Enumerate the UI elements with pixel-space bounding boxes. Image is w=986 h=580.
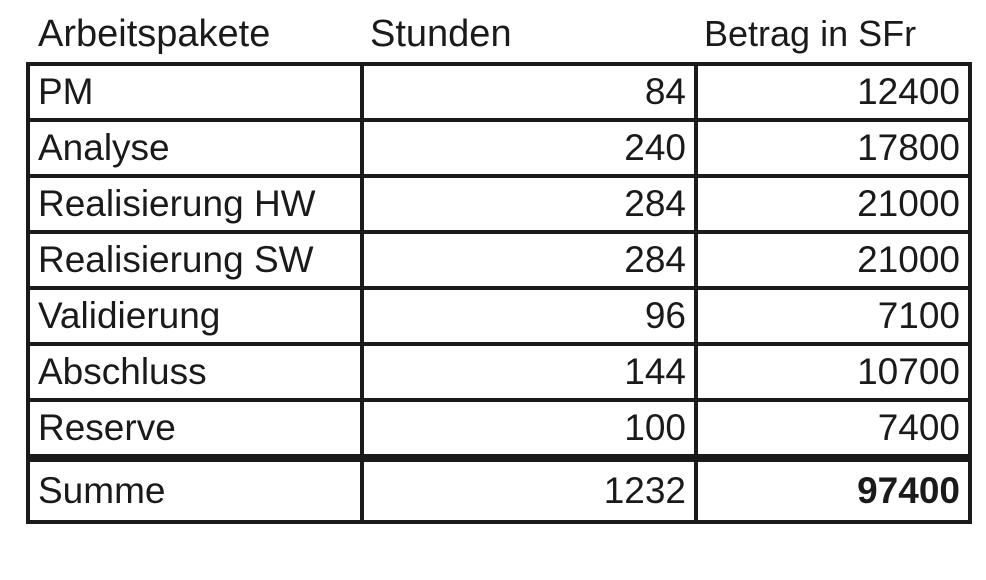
table-row: Reserve 100 7400 xyxy=(26,398,972,460)
work-package-name: Analyse xyxy=(26,118,364,178)
amount-value: 10700 xyxy=(694,342,972,402)
amount-value: 21000 xyxy=(694,174,972,234)
amount-value: 21000 xyxy=(694,230,972,290)
amount-value: 7100 xyxy=(694,286,972,346)
hours-value: 96 xyxy=(360,286,698,346)
amount-value: 12400 xyxy=(694,62,972,122)
hours-value: 84 xyxy=(360,62,698,122)
work-package-name: PM xyxy=(26,62,364,122)
column-header-stunden: Stunden xyxy=(370,13,512,55)
work-package-name: Realisierung HW xyxy=(26,174,364,234)
table-row: Realisierung SW 284 21000 xyxy=(26,230,972,290)
total-label: Summe xyxy=(26,454,364,524)
work-packages-table: PM 84 12400 Analyse 240 17800 Realisieru… xyxy=(26,62,972,524)
hours-value: 284 xyxy=(360,230,698,290)
table-row: Abschluss 144 10700 xyxy=(26,342,972,402)
table-row: Validierung 96 7100 xyxy=(26,286,972,346)
total-row: Summe 1232 97400 xyxy=(26,454,972,524)
table-header-row: Arbeitspakete Stunden Betrag in SFr xyxy=(0,0,986,64)
table-row: Realisierung HW 284 21000 xyxy=(26,174,972,234)
column-header-arbeitspakete: Arbeitspakete xyxy=(38,13,271,55)
total-hours-value: 1232 xyxy=(360,454,698,524)
amount-value: 7400 xyxy=(694,398,972,460)
work-package-name: Realisierung SW xyxy=(26,230,364,290)
hours-value: 284 xyxy=(360,174,698,234)
work-package-name: Validierung xyxy=(26,286,364,346)
amount-value: 17800 xyxy=(694,118,972,178)
table-row: Analyse 240 17800 xyxy=(26,118,972,178)
hours-value: 100 xyxy=(360,398,698,460)
hours-value: 240 xyxy=(360,118,698,178)
work-package-name: Reserve xyxy=(26,398,364,460)
table-row: PM 84 12400 xyxy=(26,62,972,122)
total-amount-value: 97400 xyxy=(694,454,972,524)
work-package-name: Abschluss xyxy=(26,342,364,402)
column-header-betrag: Betrag in SFr xyxy=(704,13,917,54)
hours-value: 144 xyxy=(360,342,698,402)
